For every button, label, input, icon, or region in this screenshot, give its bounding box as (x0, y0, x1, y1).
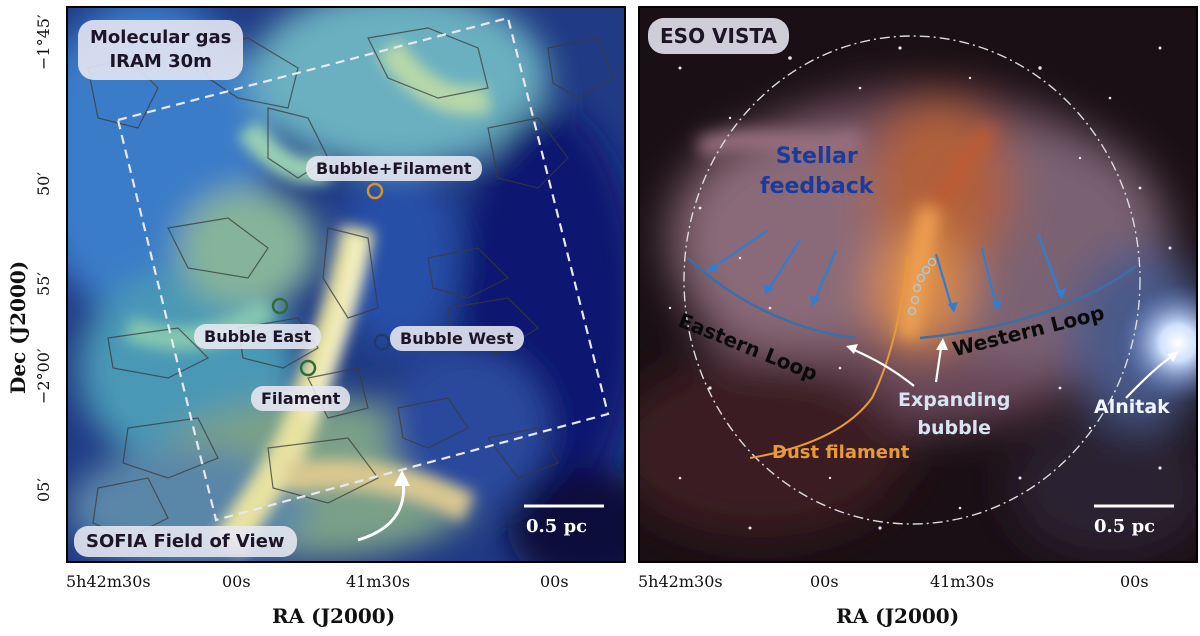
xtick-right-2: 00s (810, 572, 839, 591)
xtick-left-3: 41m30s (346, 572, 411, 591)
label-expanding-bubble: Expanding bubble (898, 389, 1011, 439)
label-dust-filament: Dust filament (772, 442, 910, 463)
filament-marker (299, 359, 317, 377)
vista-panel: ESO VISTA Stellar feedback Eastern Loop … (638, 6, 1198, 563)
label-sofia-fov: SOFIA Field of View (74, 526, 297, 557)
western-loop-line (919, 264, 1137, 340)
ytick-1: −1°45′ (34, 14, 53, 70)
label-bubble-east: Bubble East (194, 324, 322, 349)
ytick-5: 05′ (34, 478, 53, 502)
dec-axis-title: Dec (J2000) (6, 260, 30, 394)
bubble-west-marker (373, 333, 391, 351)
xtick-left-1: 5h42m30s (66, 572, 151, 591)
molecular-gas-map (68, 8, 624, 561)
label-bubble-west: Bubble West (390, 326, 524, 351)
label-stellar-feedback: Stellar feedback (760, 144, 874, 199)
xtick-right-3: 41m30s (930, 572, 995, 591)
bubble-filament-marker (366, 182, 384, 200)
scale-bar-label-right: 0.5 pc (1094, 516, 1156, 537)
sofia-fov-box (116, 16, 610, 522)
alnitak-star (1118, 283, 1196, 403)
iram-title: Molecular gas IRAM 30m (78, 20, 244, 80)
ytick-4: −2°00′ (34, 348, 53, 404)
xtick-left-4: 00s (540, 572, 569, 591)
label-bubble-filament: Bubble+Filament (306, 156, 482, 181)
iram-panel: Molecular gas IRAM 30m Bubble+Filament B… (66, 6, 626, 563)
bubble-east-marker (271, 297, 289, 315)
ra-axis-title-right: RA (J2000) (836, 604, 960, 628)
xtick-right-1: 5h42m30s (638, 572, 723, 591)
vista-image (640, 8, 1196, 561)
ra-axis-title-left: RA (J2000) (272, 604, 396, 628)
eastern-loop-line (687, 257, 856, 340)
vista-title: ESO VISTA (648, 18, 789, 54)
xtick-left-2: 00s (222, 572, 251, 591)
ytick-2: 50′ (34, 172, 53, 196)
label-alnitak: Alnitak (1094, 396, 1170, 418)
scale-bar-label: 0.5 pc (526, 516, 588, 537)
dust-filament-line (749, 255, 909, 459)
label-filament: Filament (251, 386, 351, 411)
xtick-right-4: 00s (1120, 572, 1149, 591)
ytick-3: 55′ (34, 272, 53, 296)
dashdot-circle (683, 35, 1141, 525)
